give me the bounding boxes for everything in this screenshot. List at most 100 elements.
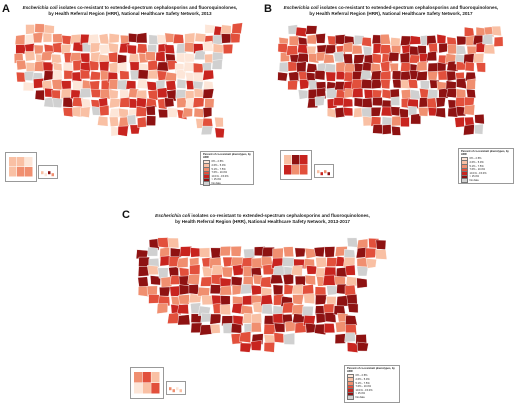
hrr-region	[199, 247, 211, 258]
title-line2: by Health Referral Region (HRR), Nationa…	[309, 10, 473, 16]
hrr-region	[238, 331, 252, 343]
hrr-region	[160, 276, 173, 289]
hrr-region	[109, 116, 120, 128]
hrr-region	[250, 313, 263, 325]
hrr-region	[333, 51, 345, 63]
us-choropleth-map	[13, 22, 243, 138]
hrr-region	[119, 97, 131, 108]
hrr-region	[483, 43, 496, 55]
hrr-region	[164, 97, 175, 108]
hrr-region	[427, 88, 439, 99]
hrr-region	[212, 51, 224, 62]
hrr-region	[79, 69, 91, 80]
hrr-region	[250, 321, 262, 333]
hrr-region	[33, 78, 44, 89]
hrr-region	[375, 249, 388, 260]
hrr-region	[324, 246, 336, 258]
hrr-region	[231, 22, 243, 34]
hrr-region	[261, 303, 274, 315]
hrr-region	[135, 32, 148, 44]
inset-shape	[41, 171, 54, 177]
hrr-region	[52, 69, 63, 81]
hrr-region	[230, 32, 241, 44]
hrr-region	[108, 33, 120, 44]
hrr-region	[463, 124, 475, 136]
legend-label: 5.1% - 7.5%	[469, 164, 484, 168]
hrr-region	[456, 106, 466, 117]
hrr-region	[243, 248, 256, 260]
hrr-region	[40, 51, 53, 61]
hrr-region	[212, 34, 224, 45]
hrr-region	[220, 295, 231, 306]
hrr-region	[327, 35, 338, 46]
hrr-region	[344, 332, 356, 343]
hrr-region	[209, 313, 222, 325]
hrr-region	[150, 275, 161, 286]
hrr-region	[277, 71, 288, 82]
hrr-region	[179, 246, 192, 257]
inset-region	[17, 167, 25, 177]
hrr-region	[170, 247, 182, 258]
hrr-region	[303, 293, 315, 305]
hrr-region	[80, 52, 91, 63]
hrr-region	[119, 70, 130, 80]
hrr-region	[99, 88, 111, 100]
hrr-region	[474, 114, 485, 125]
hrr-region	[391, 70, 402, 81]
hrr-region	[219, 304, 232, 316]
hrr-region	[399, 108, 409, 119]
hrr-region	[400, 35, 412, 46]
hrr-region	[200, 125, 213, 136]
inset-shape	[169, 387, 182, 393]
legend-label: No data	[469, 178, 479, 182]
title-line2: by Health Referral Region (HRR), Nationa…	[48, 10, 212, 16]
hrr-region	[427, 71, 439, 82]
hrr-region	[156, 303, 169, 314]
hrr-region	[375, 239, 387, 250]
inset-region	[25, 167, 33, 177]
hrr-region	[370, 79, 382, 90]
hrr-region	[251, 257, 264, 269]
hrr-region	[456, 45, 467, 55]
hrr-region	[356, 265, 369, 277]
hrr-region	[345, 264, 356, 276]
hrr-region	[356, 277, 368, 289]
hrr-region	[176, 257, 189, 269]
hrr-region	[200, 276, 213, 287]
hrr-region	[342, 53, 353, 64]
hrr-region	[281, 257, 295, 267]
hrr-region	[184, 52, 195, 63]
hrr-region	[315, 294, 328, 306]
hrr-region	[336, 295, 349, 307]
hrr-region	[416, 61, 428, 72]
hrr-region	[297, 53, 309, 63]
hrr-region	[400, 62, 411, 72]
hrr-region	[456, 78, 467, 90]
legend-label: No data	[355, 395, 365, 399]
hrr-region	[438, 87, 449, 99]
hrr-region	[464, 61, 475, 72]
inset-region	[142, 372, 151, 383]
hrr-region	[108, 42, 119, 53]
inset-shape	[317, 170, 330, 176]
legend-title: Percent of co-resistant phenotypes, by H…	[203, 153, 251, 160]
hrr-region	[145, 105, 156, 116]
hrr-region	[345, 276, 358, 287]
hrr-region	[435, 107, 446, 118]
hrr-region	[79, 88, 92, 98]
hrr-region	[305, 25, 318, 35]
hrr-region	[291, 304, 304, 316]
hrr-region	[289, 35, 300, 47]
legend-label: 7.6% - 10.0%	[469, 168, 486, 172]
hrr-region	[362, 45, 373, 56]
hrr-region	[463, 96, 475, 107]
inset-region	[9, 157, 17, 167]
hrr-region	[269, 274, 284, 285]
hrr-region	[24, 70, 35, 81]
title-line2: by Health Referral Region (HRR), Nationa…	[175, 218, 350, 224]
inset-region	[320, 172, 323, 176]
hrr-region	[334, 34, 346, 45]
hrr-region	[165, 71, 177, 82]
hrr-region	[297, 43, 309, 54]
legend-swatch	[347, 395, 354, 400]
